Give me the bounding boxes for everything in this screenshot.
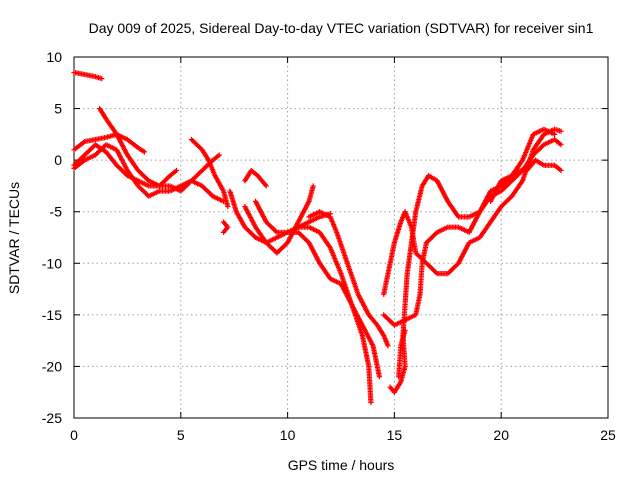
x-tick-label: 25 (600, 427, 616, 443)
series-track-h (227, 188, 333, 246)
data-point (376, 374, 383, 380)
x-tick-label: 20 (493, 427, 509, 443)
x-axis: 0 5 10 15 20 25 (70, 57, 616, 443)
y-axis: -25 -20 -15 -10 -5 0 5 10 (42, 49, 608, 426)
x-axis-label: GPS time / hours (288, 457, 395, 473)
data-point (225, 203, 231, 210)
y-tick-label: 10 (46, 49, 62, 65)
series-track-e (97, 105, 222, 194)
x-tick-label: 0 (70, 427, 78, 443)
y-tick-label: -25 (42, 410, 62, 426)
data-point (310, 183, 316, 189)
y-axis-label: SDTVAR / TECUs (6, 182, 22, 294)
series-track-c (71, 142, 180, 189)
data-point (385, 343, 391, 349)
data-point (402, 327, 408, 333)
y-tick-label: -20 (42, 358, 62, 374)
data-point (558, 128, 564, 134)
series-track-r (396, 327, 408, 380)
series-track-q (487, 157, 564, 204)
series-track-d (71, 142, 227, 204)
series-track-b (71, 131, 148, 155)
plot-frame (73, 56, 609, 419)
y-tick-label: -10 (42, 255, 62, 271)
data-series (71, 69, 564, 406)
series-track-n (387, 136, 564, 395)
y-tick-label: 5 (54, 101, 62, 117)
data-point (173, 167, 180, 174)
series-track-g (220, 219, 231, 235)
series-track-p (381, 126, 558, 328)
series-track-j (242, 183, 316, 256)
series-track-l (295, 224, 374, 406)
chart-title: Day 009 of 2025, Sidereal Day-to-day VTE… (89, 20, 594, 36)
series-track-k (252, 198, 383, 380)
data-point (558, 167, 564, 174)
y-tick-label: -15 (42, 307, 62, 323)
data-point (558, 142, 564, 148)
x-tick-label: 5 (177, 427, 185, 443)
series-track-m (306, 209, 391, 349)
data-point (99, 76, 105, 82)
y-tick-label: 0 (54, 152, 62, 168)
data-point (220, 229, 227, 235)
data-point (552, 131, 558, 137)
y-tick-label: -5 (50, 204, 63, 220)
data-point (263, 183, 269, 189)
series-track-f (188, 136, 231, 210)
x-tick-label: 10 (280, 427, 296, 443)
x-tick-label: 15 (387, 427, 403, 443)
series-track-i (242, 167, 269, 189)
data-point (368, 399, 374, 406)
series-track-a (71, 69, 105, 82)
grid-lines (74, 57, 608, 418)
series-track-o (381, 126, 564, 297)
data-point (141, 149, 148, 155)
data-point (216, 152, 222, 158)
